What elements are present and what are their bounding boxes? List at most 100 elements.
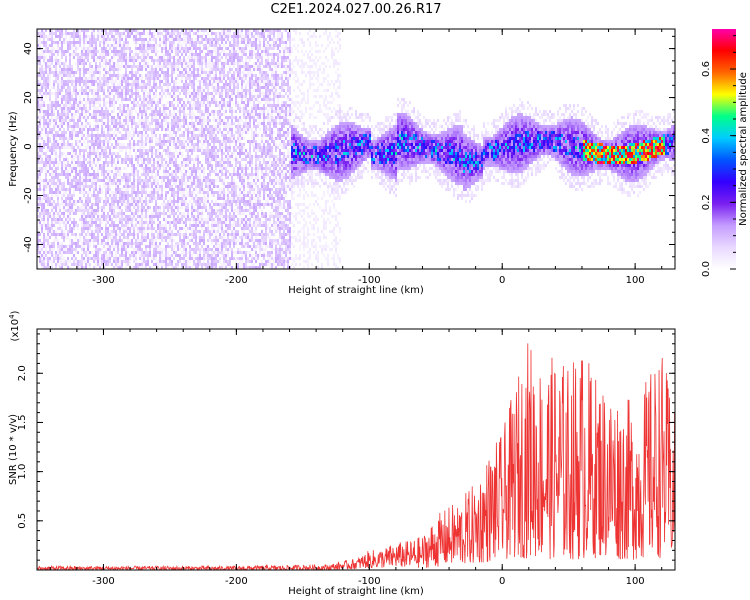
spectrogram-cell xyxy=(135,263,137,266)
spectrogram-cell xyxy=(99,185,101,188)
spectrogram-cell xyxy=(151,194,153,197)
spectrogram-cell xyxy=(169,224,171,227)
spectrogram-cell xyxy=(143,128,145,131)
spectrogram-cell xyxy=(139,176,141,179)
spectrogram-cell xyxy=(119,74,121,77)
spectrogram-cell xyxy=(97,197,99,200)
spectrogram-cell xyxy=(51,110,53,113)
spectrogram-cell xyxy=(45,95,47,98)
spectrogram-cell xyxy=(187,41,189,44)
spectrogram-cell xyxy=(173,152,175,155)
spectrogram-cell xyxy=(147,203,149,206)
spectrogram-cell xyxy=(201,86,203,89)
spectrogram-cell xyxy=(53,170,55,173)
spectrogram-cell xyxy=(191,119,193,122)
spectrogram-cell xyxy=(53,41,55,44)
spectrogram-cell xyxy=(87,80,89,83)
spectrogram-cell xyxy=(51,50,53,53)
spectrogram-cell xyxy=(169,131,171,134)
spectrogram-cell xyxy=(121,89,123,92)
spectrogram-cell xyxy=(111,110,113,113)
spectrogram-cell xyxy=(113,47,115,50)
spectrogram-cell xyxy=(95,134,97,137)
spectrogram-cell xyxy=(119,110,121,113)
spectrogram-cell xyxy=(137,245,139,248)
spectrogram-cell xyxy=(163,38,165,41)
spectrogram-cell xyxy=(87,86,89,89)
spectrogram-cell xyxy=(61,251,63,254)
spectrogram-cell xyxy=(197,161,199,164)
spectrogram-cell xyxy=(199,95,201,98)
spectrogram-cell xyxy=(153,128,155,131)
spectrogram-cell xyxy=(135,53,137,56)
spectrogram-cell xyxy=(139,206,141,209)
spectrogram-cell xyxy=(53,257,55,260)
spectrogram-cell xyxy=(139,179,141,182)
spectrogram-cell xyxy=(71,128,73,131)
spectrogram-cell xyxy=(197,245,199,248)
spectrogram-cell xyxy=(131,242,133,245)
spectrogram-cell xyxy=(149,242,151,245)
spectrogram-cell xyxy=(167,137,169,140)
spectrogram-cell xyxy=(81,206,83,209)
spectrogram-cell xyxy=(63,191,65,194)
spectrogram-cell xyxy=(89,266,91,269)
spectrogram-cell xyxy=(151,230,153,233)
spectrogram-cell xyxy=(183,233,185,236)
spectrogram-cell xyxy=(65,80,67,83)
spectrogram-cell xyxy=(133,248,135,251)
spectrogram-cell xyxy=(155,251,157,254)
spectrogram-cell xyxy=(69,206,71,209)
spectrogram-cell xyxy=(37,38,39,41)
spectrogram-cell xyxy=(193,104,195,107)
spectrogram-cell xyxy=(193,158,195,161)
spectrogram-cell xyxy=(43,74,45,77)
spectrogram-cell xyxy=(125,146,127,149)
spectrogram-cell xyxy=(145,164,147,167)
spectrogram-cell xyxy=(43,68,45,71)
spectrogram-cell xyxy=(93,233,95,236)
spectrogram-cell xyxy=(139,182,141,185)
spectrogram-cell xyxy=(149,224,151,227)
spectrogram-cell xyxy=(79,140,81,143)
spectrogram-cell xyxy=(99,104,101,107)
spectrogram-cell xyxy=(171,86,173,89)
spectrogram-cell xyxy=(173,65,175,68)
spectrogram-cell xyxy=(61,125,63,128)
spectrogram-cell xyxy=(99,32,101,35)
spectrogram-cell xyxy=(201,65,203,68)
spectrogram-cell xyxy=(97,98,99,101)
spectrogram-cell xyxy=(141,263,143,266)
spectrogram-cell xyxy=(75,98,77,101)
spectrogram-cell xyxy=(143,101,145,104)
spectrogram-cell xyxy=(185,185,187,188)
spectrogram-cell xyxy=(93,197,95,200)
spectrogram-cell xyxy=(149,89,151,92)
spectrogram-cell xyxy=(173,182,175,185)
spectrogram-cell xyxy=(59,161,61,164)
spectrogram-cell xyxy=(49,245,51,248)
spectrogram-cell xyxy=(117,167,119,170)
spectrogram-cell xyxy=(81,143,83,146)
spectrogram-cell xyxy=(123,245,125,248)
spectrogram-cell xyxy=(149,83,151,86)
spectrogram-cell xyxy=(193,206,195,209)
spectrogram-cell xyxy=(195,56,197,59)
spectrogram-cell xyxy=(167,140,169,143)
spectrogram-cell xyxy=(141,44,143,47)
spectrogram-cell xyxy=(143,140,145,143)
spectrogram-cell xyxy=(163,239,165,242)
spectrogram-cell xyxy=(43,212,45,215)
spectrogram-cell xyxy=(151,152,153,155)
spectrogram-cell xyxy=(69,251,71,254)
spectrogram-cell xyxy=(177,44,179,47)
spectrogram-cell xyxy=(189,176,191,179)
spectrogram-cell xyxy=(143,179,145,182)
spectrogram-cell xyxy=(97,143,99,146)
spectrogram-cell xyxy=(57,62,59,65)
spectrogram-cell xyxy=(115,53,117,56)
spectrogram-cell xyxy=(57,176,59,179)
spectrogram-cell xyxy=(109,182,111,185)
spectrogram-cell xyxy=(123,125,125,128)
spectrogram-cell xyxy=(89,113,91,116)
